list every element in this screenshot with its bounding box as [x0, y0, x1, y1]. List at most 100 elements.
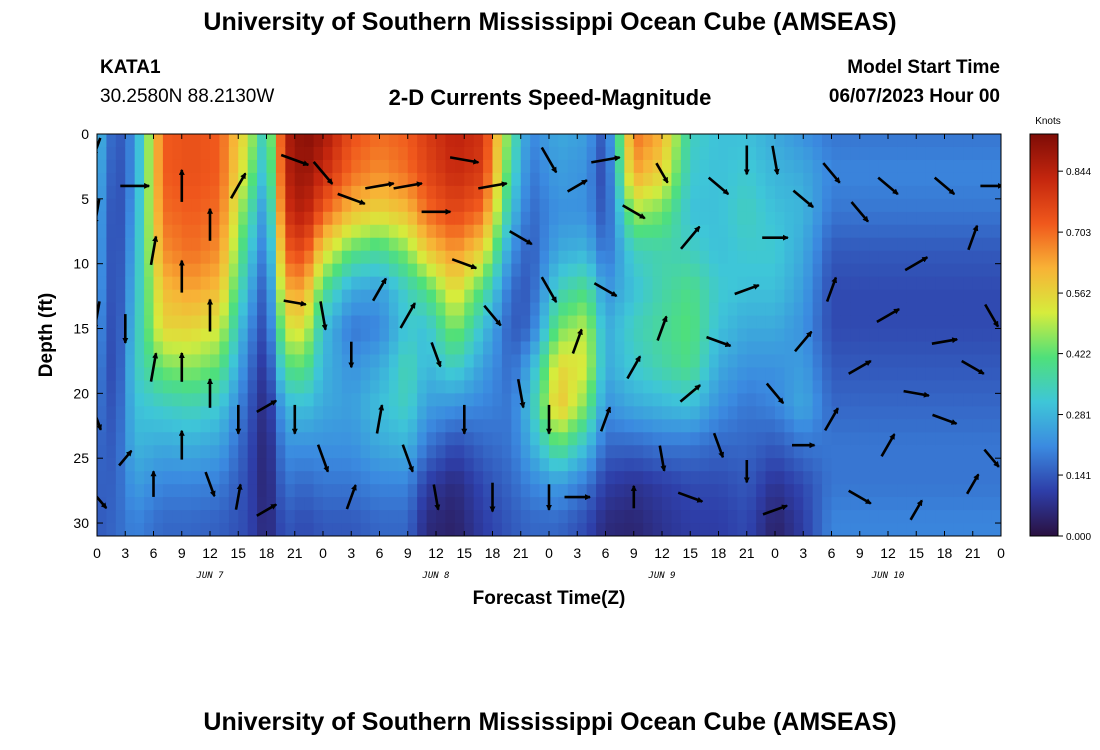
- heatmap-cell: [341, 237, 352, 252]
- heatmap-cell: [501, 328, 512, 343]
- heatmap-cell: [332, 419, 343, 433]
- heatmap-cell: [407, 211, 418, 226]
- heatmap-cell: [454, 354, 465, 369]
- heatmap-cell: [426, 159, 437, 174]
- heatmap-cell: [577, 250, 588, 265]
- heatmap-cell: [605, 497, 616, 511]
- heatmap-cell: [511, 419, 522, 433]
- heatmap-cell: [680, 406, 691, 420]
- heatmap-cell: [436, 198, 447, 213]
- heatmap-cell: [963, 302, 974, 317]
- heatmap-cell: [228, 497, 239, 511]
- heatmap-cell: [483, 276, 494, 291]
- heatmap-cell: [596, 380, 607, 394]
- heatmap-cell: [257, 198, 268, 213]
- current-vector-arrow: [591, 155, 621, 164]
- heatmap-cell: [765, 445, 776, 459]
- heatmap-cell: [341, 185, 352, 200]
- heatmap-cell: [953, 445, 964, 459]
- heatmap-cell: [558, 328, 569, 343]
- heatmap-cell: [464, 354, 475, 369]
- heatmap-cell: [417, 523, 428, 536]
- heatmap-cell: [530, 419, 541, 433]
- heatmap-cell: [614, 211, 625, 226]
- heatmap-cell: [822, 315, 833, 330]
- heatmap-cell: [275, 354, 286, 369]
- heatmap-cell: [831, 263, 842, 278]
- heatmap-cell: [144, 484, 155, 498]
- heatmap-cell: [454, 134, 465, 148]
- heatmap-cell: [266, 146, 277, 161]
- heatmap-cell: [775, 367, 786, 381]
- heatmap-cell: [473, 380, 484, 394]
- heatmap-cell: [803, 185, 814, 200]
- current-vector-arrow: [478, 181, 508, 190]
- x-tick-label: 21: [513, 545, 529, 561]
- heatmap-cell: [511, 289, 522, 304]
- heatmap-cell: [709, 393, 720, 407]
- heatmap-cell: [699, 432, 710, 446]
- heatmap-cell: [727, 276, 738, 291]
- heatmap-cell: [756, 445, 767, 459]
- heatmap-cell: [388, 250, 399, 265]
- heatmap-cell: [407, 134, 418, 148]
- x-tick-label: 21: [965, 545, 981, 561]
- heatmap-cell: [963, 419, 974, 433]
- heatmap-cell: [172, 497, 183, 511]
- heatmap-cell: [784, 341, 795, 356]
- heatmap-cell: [718, 341, 729, 356]
- heatmap-cell: [840, 510, 851, 524]
- heatmap-cell: [746, 523, 757, 536]
- heatmap-cell: [925, 224, 936, 239]
- heatmap-cell: [577, 406, 588, 420]
- heatmap-cell: [417, 328, 428, 343]
- heatmap-cell: [737, 380, 748, 394]
- heatmap-cell: [257, 276, 268, 291]
- heatmap-cell: [935, 134, 946, 148]
- heatmap-cell: [304, 484, 315, 498]
- heatmap-cell: [351, 523, 362, 536]
- heatmap-cell: [859, 354, 870, 369]
- heatmap-cell: [991, 497, 1001, 511]
- heatmap-cell: [982, 237, 993, 252]
- heatmap-cell: [605, 172, 616, 187]
- heatmap-cell: [916, 250, 927, 265]
- heatmap-cell: [775, 341, 786, 356]
- heatmap-cell: [906, 315, 917, 330]
- heatmap-cell: [492, 523, 503, 536]
- heatmap-cell: [765, 328, 776, 343]
- heatmap-cell: [370, 471, 381, 485]
- heatmap-cell: [153, 146, 164, 161]
- heatmap-cell: [897, 354, 908, 369]
- heatmap-cell: [407, 276, 418, 291]
- heatmap-cell: [944, 328, 955, 343]
- current-vector-arrow: [622, 204, 646, 220]
- heatmap-cell: [219, 471, 230, 485]
- heatmap-cell: [944, 458, 955, 472]
- heatmap-cell: [737, 276, 748, 291]
- heatmap-cell: [153, 354, 164, 369]
- heatmap-cell: [200, 172, 211, 187]
- heatmap-cell: [379, 510, 390, 524]
- heatmap-cell: [125, 341, 136, 356]
- heatmap-cell: [680, 445, 691, 459]
- heatmap-cell: [228, 159, 239, 174]
- heatmap-cell: [483, 146, 494, 161]
- heatmap-cell: [219, 276, 230, 291]
- heatmap-cell: [464, 419, 475, 433]
- heatmap-cell: [219, 432, 230, 446]
- heatmap-cell: [238, 471, 249, 485]
- heatmap-cell: [106, 315, 117, 330]
- heatmap-cell: [840, 134, 851, 148]
- heatmap-cell: [972, 432, 983, 446]
- heatmap-cell: [662, 523, 673, 536]
- heatmap-cell: [464, 211, 475, 226]
- heatmap-cell: [662, 276, 673, 291]
- heatmap-cell: [671, 367, 682, 381]
- current-vector-arrow: [97, 495, 108, 509]
- heatmap-cell: [323, 367, 334, 381]
- heatmap-cell: [125, 172, 136, 187]
- heatmap-cell: [605, 224, 616, 239]
- day-label: JUN 10: [871, 571, 905, 581]
- heatmap-cell: [737, 250, 748, 265]
